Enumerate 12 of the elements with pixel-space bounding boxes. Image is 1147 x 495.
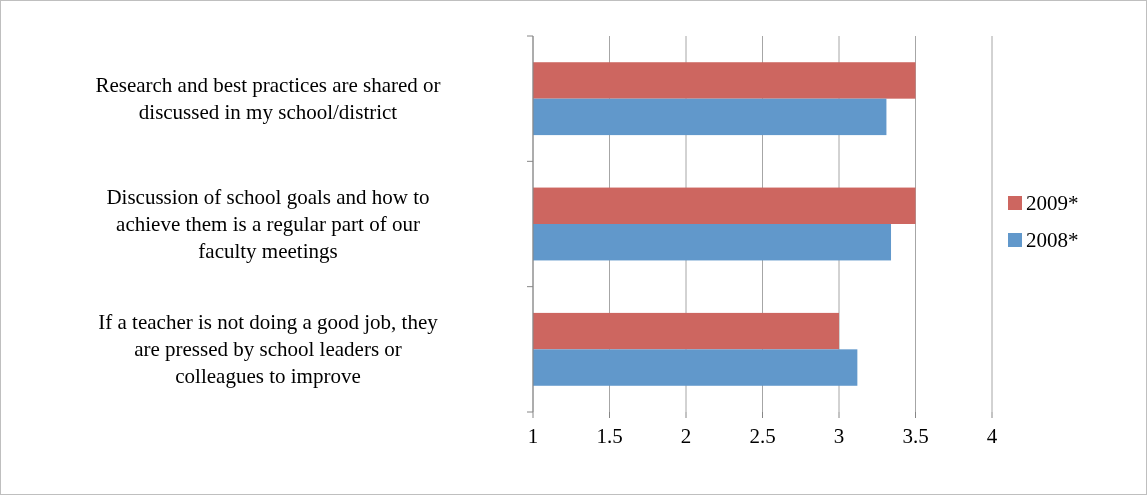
x-tick-label: 2.5: [749, 424, 776, 448]
x-tick-label: 1: [527, 424, 539, 448]
y-tick-label: If a teacher is not doing a good job, they are pressed by school leaders or colleagues to improve: [98, 310, 439, 389]
x-tick-label: 2: [680, 424, 692, 448]
x-tick-label: 4: [986, 424, 998, 448]
x-tick-label: 3: [833, 424, 845, 448]
legend-label: 2009*: [1026, 191, 1079, 215]
y-tick-label: Research and best practices are shared or discussed in my school/district: [95, 73, 441, 125]
y-tick-label: Discussion of school goals and how to achieve them is a regular part of our faculty meetings: [106, 185, 430, 263]
legend-label: 2008*: [1026, 228, 1079, 252]
x-tick-label: 3.5: [902, 424, 929, 448]
x-tick-label: 1.5: [596, 424, 623, 448]
